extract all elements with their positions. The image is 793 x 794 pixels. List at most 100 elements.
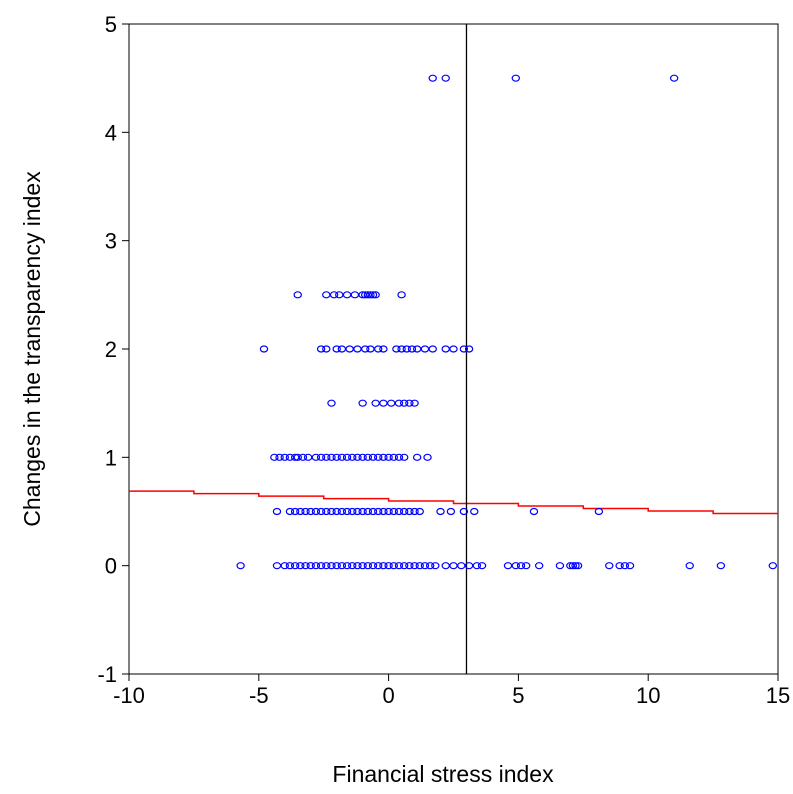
x-tick-label: 5: [512, 683, 524, 708]
scatter-point: [316, 453, 326, 461]
scatter-point: [374, 562, 383, 570]
scatter-point: [353, 507, 362, 516]
scatter-point: [472, 562, 482, 570]
scatter-point: [350, 291, 360, 299]
scatter-point: [342, 562, 352, 570]
scatter-point: [441, 562, 450, 570]
scatter-point: [332, 345, 341, 353]
y-tick-label: 2: [105, 337, 117, 362]
scatter-point: [358, 507, 367, 516]
scatter-point: [394, 507, 404, 516]
data-points: [236, 74, 778, 570]
scatter-point: [332, 562, 341, 570]
scatter-point: [464, 345, 474, 353]
scatter-point: [441, 74, 450, 82]
scatter-point: [503, 562, 513, 570]
scatter-point: [405, 562, 414, 570]
scatter-point: [389, 453, 398, 461]
scatter-point: [389, 562, 398, 570]
scatter-point: [311, 507, 321, 516]
scatter-point: [306, 562, 315, 570]
scatter-point: [285, 562, 295, 570]
scatter-point: [311, 562, 321, 570]
scatter-point: [384, 562, 393, 570]
scatter-point: [420, 345, 430, 353]
scatter-point: [511, 562, 521, 570]
scatter-point: [410, 562, 419, 570]
scatter-point: [470, 507, 479, 516]
scatter-point: [402, 345, 411, 353]
scatter-point: [348, 562, 357, 570]
scatter-point: [363, 507, 373, 516]
scatter-point: [322, 562, 331, 570]
y-axis-title: Changes in the transparency index: [19, 171, 45, 527]
scatter-point: [332, 507, 341, 516]
scatter-point: [337, 345, 347, 353]
scatter-point: [353, 345, 362, 353]
scatter-point: [368, 507, 378, 516]
scatter-point: [386, 399, 396, 407]
scatter-point: [316, 507, 326, 516]
scatter-point: [348, 453, 357, 461]
scatter-point: [685, 562, 694, 570]
scatter-point: [290, 562, 300, 570]
fit-line-group: [129, 490, 778, 515]
scatter-point: [301, 562, 310, 570]
scatter-point: [322, 453, 331, 461]
scatter-point: [534, 562, 544, 570]
scatter-point: [337, 453, 347, 461]
scatter-point: [303, 453, 313, 461]
y-tick-label: 4: [105, 120, 117, 145]
scatter-point: [768, 562, 778, 570]
scatter-point: [625, 562, 635, 570]
scatter-point: [270, 453, 279, 461]
scatter-point: [368, 453, 378, 461]
scatter-point: [379, 345, 388, 353]
scatter-point: [446, 507, 456, 516]
scatter-point: [285, 507, 295, 516]
scatter-point: [327, 507, 336, 516]
scatter-point: [384, 453, 393, 461]
scatter-point: [301, 507, 310, 516]
scatter-point: [280, 453, 289, 461]
scatter-point: [272, 507, 282, 516]
scatter-point: [342, 507, 352, 516]
scatter-point: [366, 345, 375, 353]
scatter-point: [236, 562, 245, 570]
scatter-point: [415, 507, 424, 516]
scatter-point: [405, 507, 414, 516]
scatter-point: [275, 453, 284, 461]
scatter-point: [363, 562, 373, 570]
scatter-point: [379, 453, 388, 461]
scatter-point: [397, 291, 406, 299]
scatter-point: [615, 562, 624, 570]
scatter-point: [407, 345, 417, 353]
scatter-point: [399, 399, 409, 407]
scatter-point: [412, 345, 422, 353]
scatter-point: [431, 562, 440, 570]
scatter-point: [335, 291, 344, 299]
scatter-point: [322, 345, 331, 353]
scatter-point: [322, 507, 331, 516]
scatter-point: [410, 399, 419, 407]
scatter-point: [412, 453, 422, 461]
scatter-point: [361, 345, 370, 353]
scatter-point: [594, 507, 604, 516]
scatter-point: [516, 562, 526, 570]
scatter-point: [316, 345, 326, 353]
x-tick-label: -5: [249, 683, 269, 708]
scatter-point: [379, 399, 388, 407]
scatter-point: [371, 291, 380, 299]
scatter-point: [399, 453, 409, 461]
scatter-point: [477, 562, 487, 570]
scatter-point: [428, 345, 437, 353]
scatter-point: [374, 507, 383, 516]
scatter-point: [374, 453, 383, 461]
scatter-point: [280, 562, 289, 570]
scatter-point: [405, 399, 414, 407]
scatter-point: [605, 562, 614, 570]
scatter-point: [342, 453, 352, 461]
plot-frame: [128, 23, 779, 675]
scatter-point: [511, 74, 521, 82]
